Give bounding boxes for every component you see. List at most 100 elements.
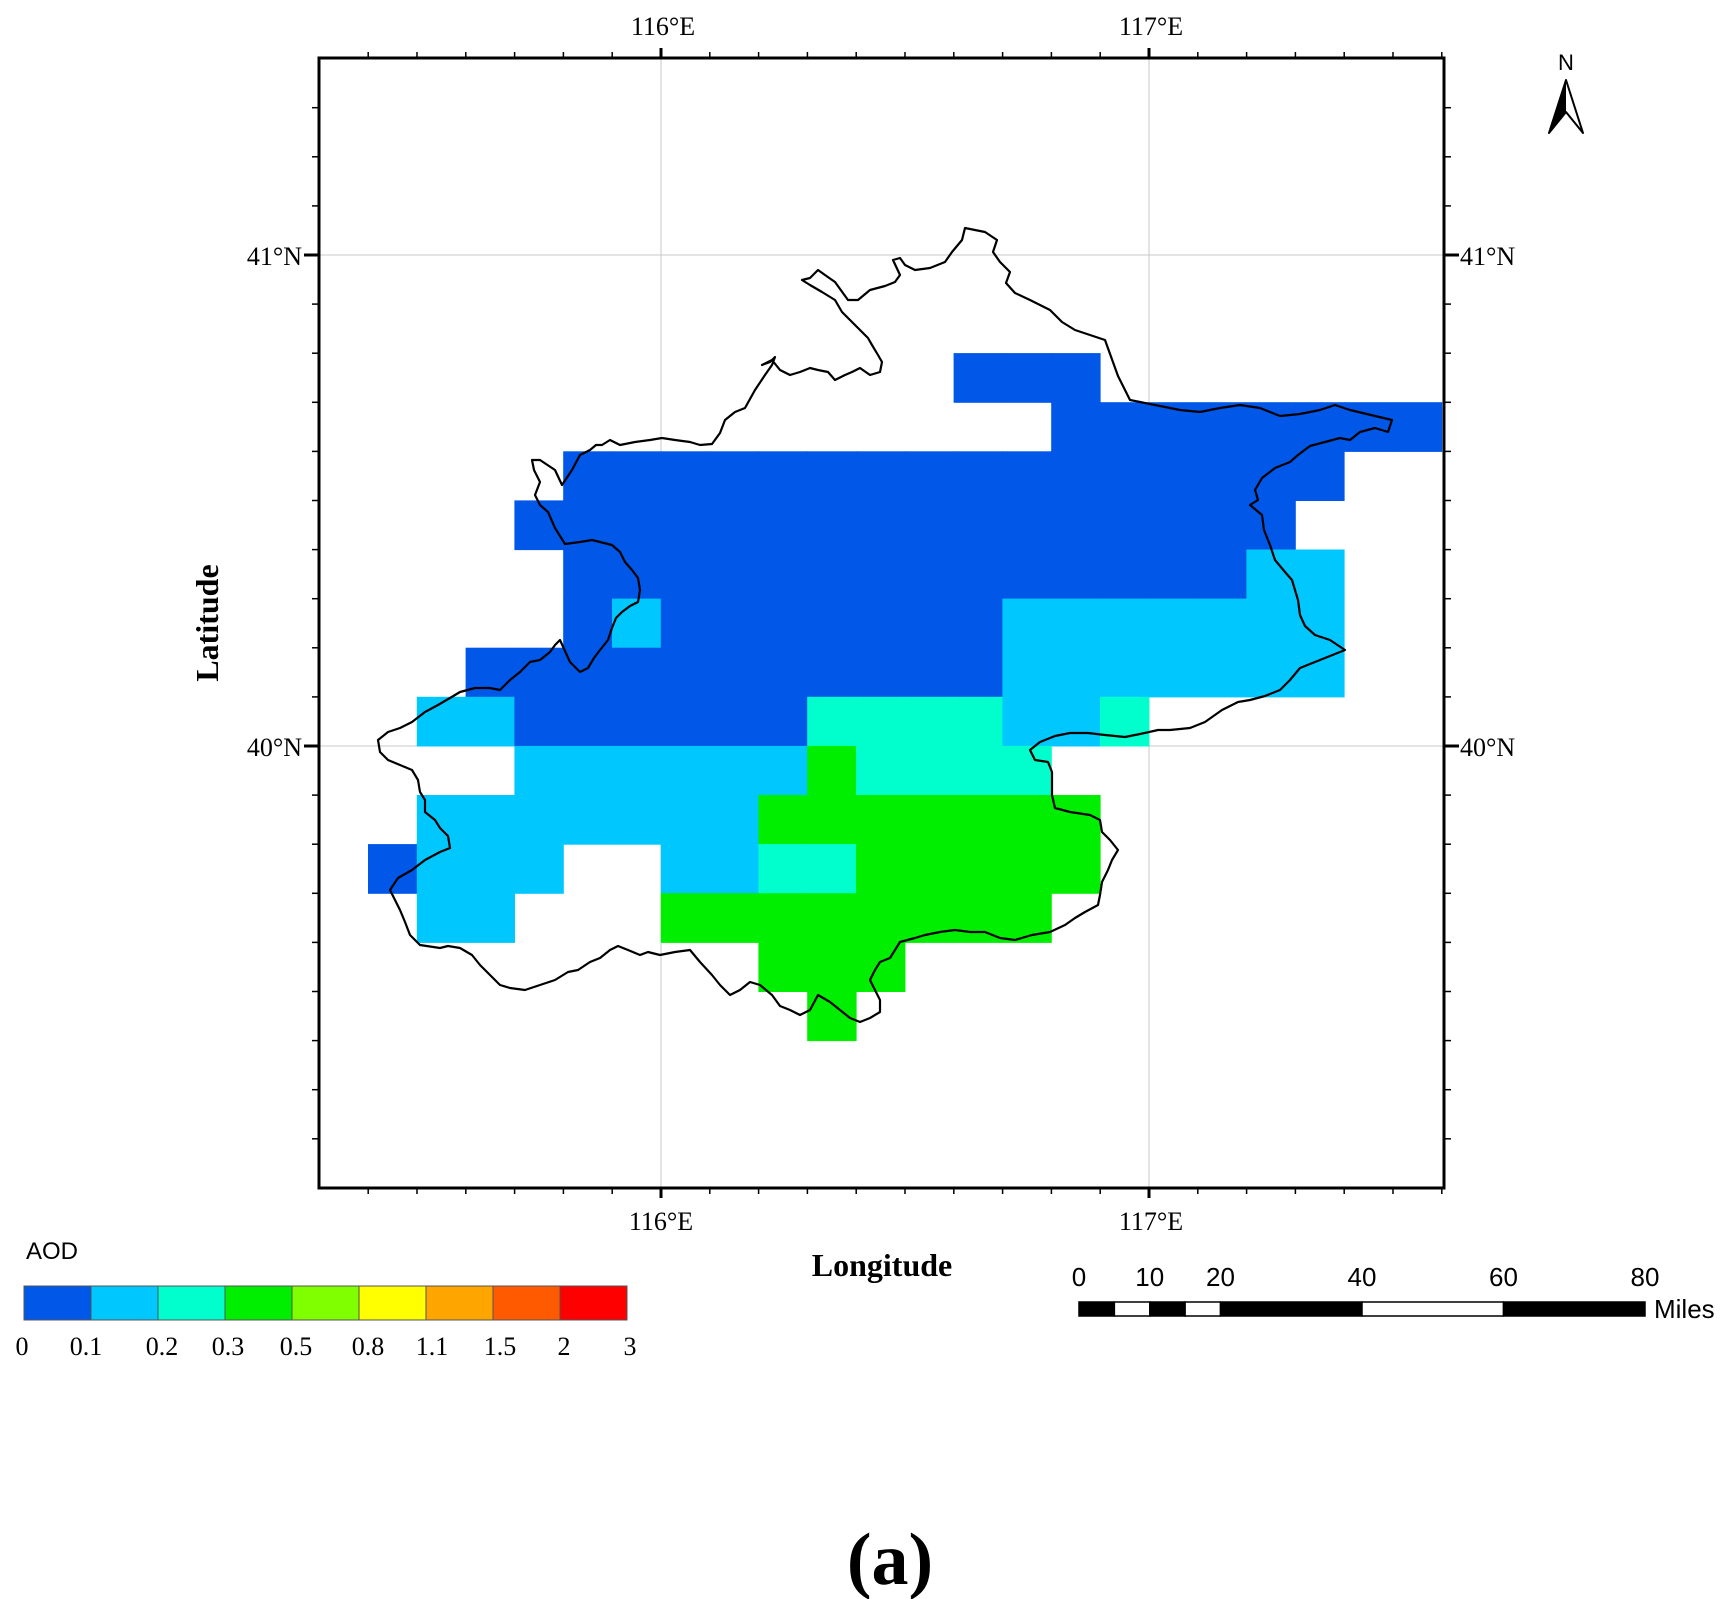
aod-cell [758, 696, 808, 747]
aod-cell [904, 893, 955, 943]
aod-cell [1197, 500, 1247, 551]
aod-cell [1100, 598, 1150, 649]
aod-cell [563, 795, 613, 845]
legend-label: 1.5 [484, 1332, 517, 1361]
aod-cell [953, 451, 1003, 501]
aod-cell [709, 745, 759, 796]
aod-cell [1246, 451, 1296, 501]
aod-cell [465, 647, 515, 698]
aod-cell [1246, 647, 1296, 698]
aod-cell [856, 451, 906, 501]
scale-bar-label: 40 [1348, 1262, 1377, 1292]
legend-swatch [157, 1285, 226, 1321]
aod-cell [758, 451, 808, 501]
aod-cell [514, 500, 564, 551]
aod-cell [660, 451, 711, 501]
aod-cell [1197, 451, 1247, 501]
legend-swatch [291, 1285, 360, 1321]
aod-cell [953, 745, 1003, 796]
aod-cell [563, 647, 613, 698]
aod-cell [1197, 549, 1247, 600]
aod-cell [807, 844, 857, 894]
scale-bar-segments [1078, 1301, 1646, 1317]
aod-cell [953, 893, 1003, 943]
aod-cell [1197, 402, 1247, 452]
scale-bar-segment [1078, 1301, 1116, 1317]
aod-cell [1002, 549, 1052, 600]
scale-bar-label: 0 [1072, 1262, 1086, 1292]
scale-bar-label: 60 [1489, 1262, 1518, 1292]
aod-cell [1051, 451, 1101, 501]
legend-label: 0 [16, 1332, 29, 1361]
aod-cell [1051, 500, 1101, 551]
aod-cell [612, 451, 662, 501]
aod-cell [856, 549, 906, 600]
aod-cell [1002, 696, 1052, 747]
scale-bar-segment [1361, 1301, 1505, 1317]
scale-bar-segment [1113, 1301, 1151, 1317]
legend-label: 2 [558, 1332, 571, 1361]
legend-label: 0.5 [280, 1332, 313, 1361]
aod-cell [807, 500, 857, 551]
legend-label: 1.1 [416, 1332, 449, 1361]
aod-cell [709, 795, 759, 845]
aod-cell [1002, 598, 1052, 649]
scale-bar-segment [1219, 1301, 1363, 1317]
aod-cell [953, 647, 1003, 698]
scale-bar-segment [1149, 1301, 1186, 1317]
aod-cell [953, 598, 1003, 649]
map-frame [317, 56, 1446, 1190]
aod-cell [1100, 500, 1150, 551]
aod-cell [1197, 598, 1247, 649]
aod-cell [807, 647, 857, 698]
major-ticks [304, 48, 1459, 1198]
beijing-boundary [376, 226, 1394, 1024]
aod-cell [709, 549, 759, 600]
aod-cell [1197, 647, 1247, 698]
aod-cell [465, 893, 515, 943]
aod-cell [660, 844, 711, 894]
aod-cell [1002, 647, 1052, 698]
bottom-lon-label-116: 116°E [629, 1207, 693, 1236]
aod-cell [953, 795, 1003, 845]
aod-cell [758, 500, 808, 551]
left-lat-label-40: 40°N [247, 733, 302, 762]
aod-cell [807, 745, 857, 796]
legend-swatch [492, 1285, 561, 1321]
aod-cell [856, 893, 906, 943]
aod-cell [416, 893, 467, 943]
scale-bar: 0 10 20 40 60 80 Miles [1072, 1262, 1715, 1324]
aod-cell [1002, 844, 1052, 894]
aod-cell [856, 696, 906, 747]
aod-cell [612, 500, 662, 551]
map-panel: 116°E 117°E 116°E 117°E 41°N 40°N 41°N 4… [189, 12, 1515, 1283]
legend-swatch [358, 1285, 427, 1321]
aod-cell [758, 549, 808, 600]
legend-swatch [23, 1285, 92, 1321]
aod-cell [1246, 402, 1296, 452]
aod-cell [709, 598, 759, 649]
scale-bar-label: 20 [1206, 1262, 1235, 1292]
aod-cell [1392, 402, 1443, 452]
aod-cell [1295, 451, 1345, 501]
aod-cell [953, 500, 1003, 551]
aod-cell [1100, 451, 1150, 501]
scale-bar-unit: Miles [1654, 1294, 1715, 1324]
top-lon-label-117: 117°E [1119, 12, 1183, 41]
aod-cell [904, 549, 955, 600]
legend-label: 0.3 [212, 1332, 245, 1361]
legend-swatch [425, 1285, 494, 1321]
aod-cell [1051, 353, 1101, 403]
aod-cell [514, 745, 564, 796]
legend-label: 0.2 [146, 1332, 179, 1361]
right-lat-label-41: 41°N [1460, 242, 1515, 271]
aod-cell [904, 598, 955, 649]
aod-cell [709, 451, 759, 501]
legend-label: 3 [624, 1332, 637, 1361]
aod-cell [758, 942, 808, 992]
aod-cell [758, 844, 808, 894]
north-label: N [1558, 50, 1574, 75]
aod-cell [1002, 500, 1052, 551]
aod-cell [1100, 402, 1150, 452]
aod-cell [660, 795, 711, 845]
